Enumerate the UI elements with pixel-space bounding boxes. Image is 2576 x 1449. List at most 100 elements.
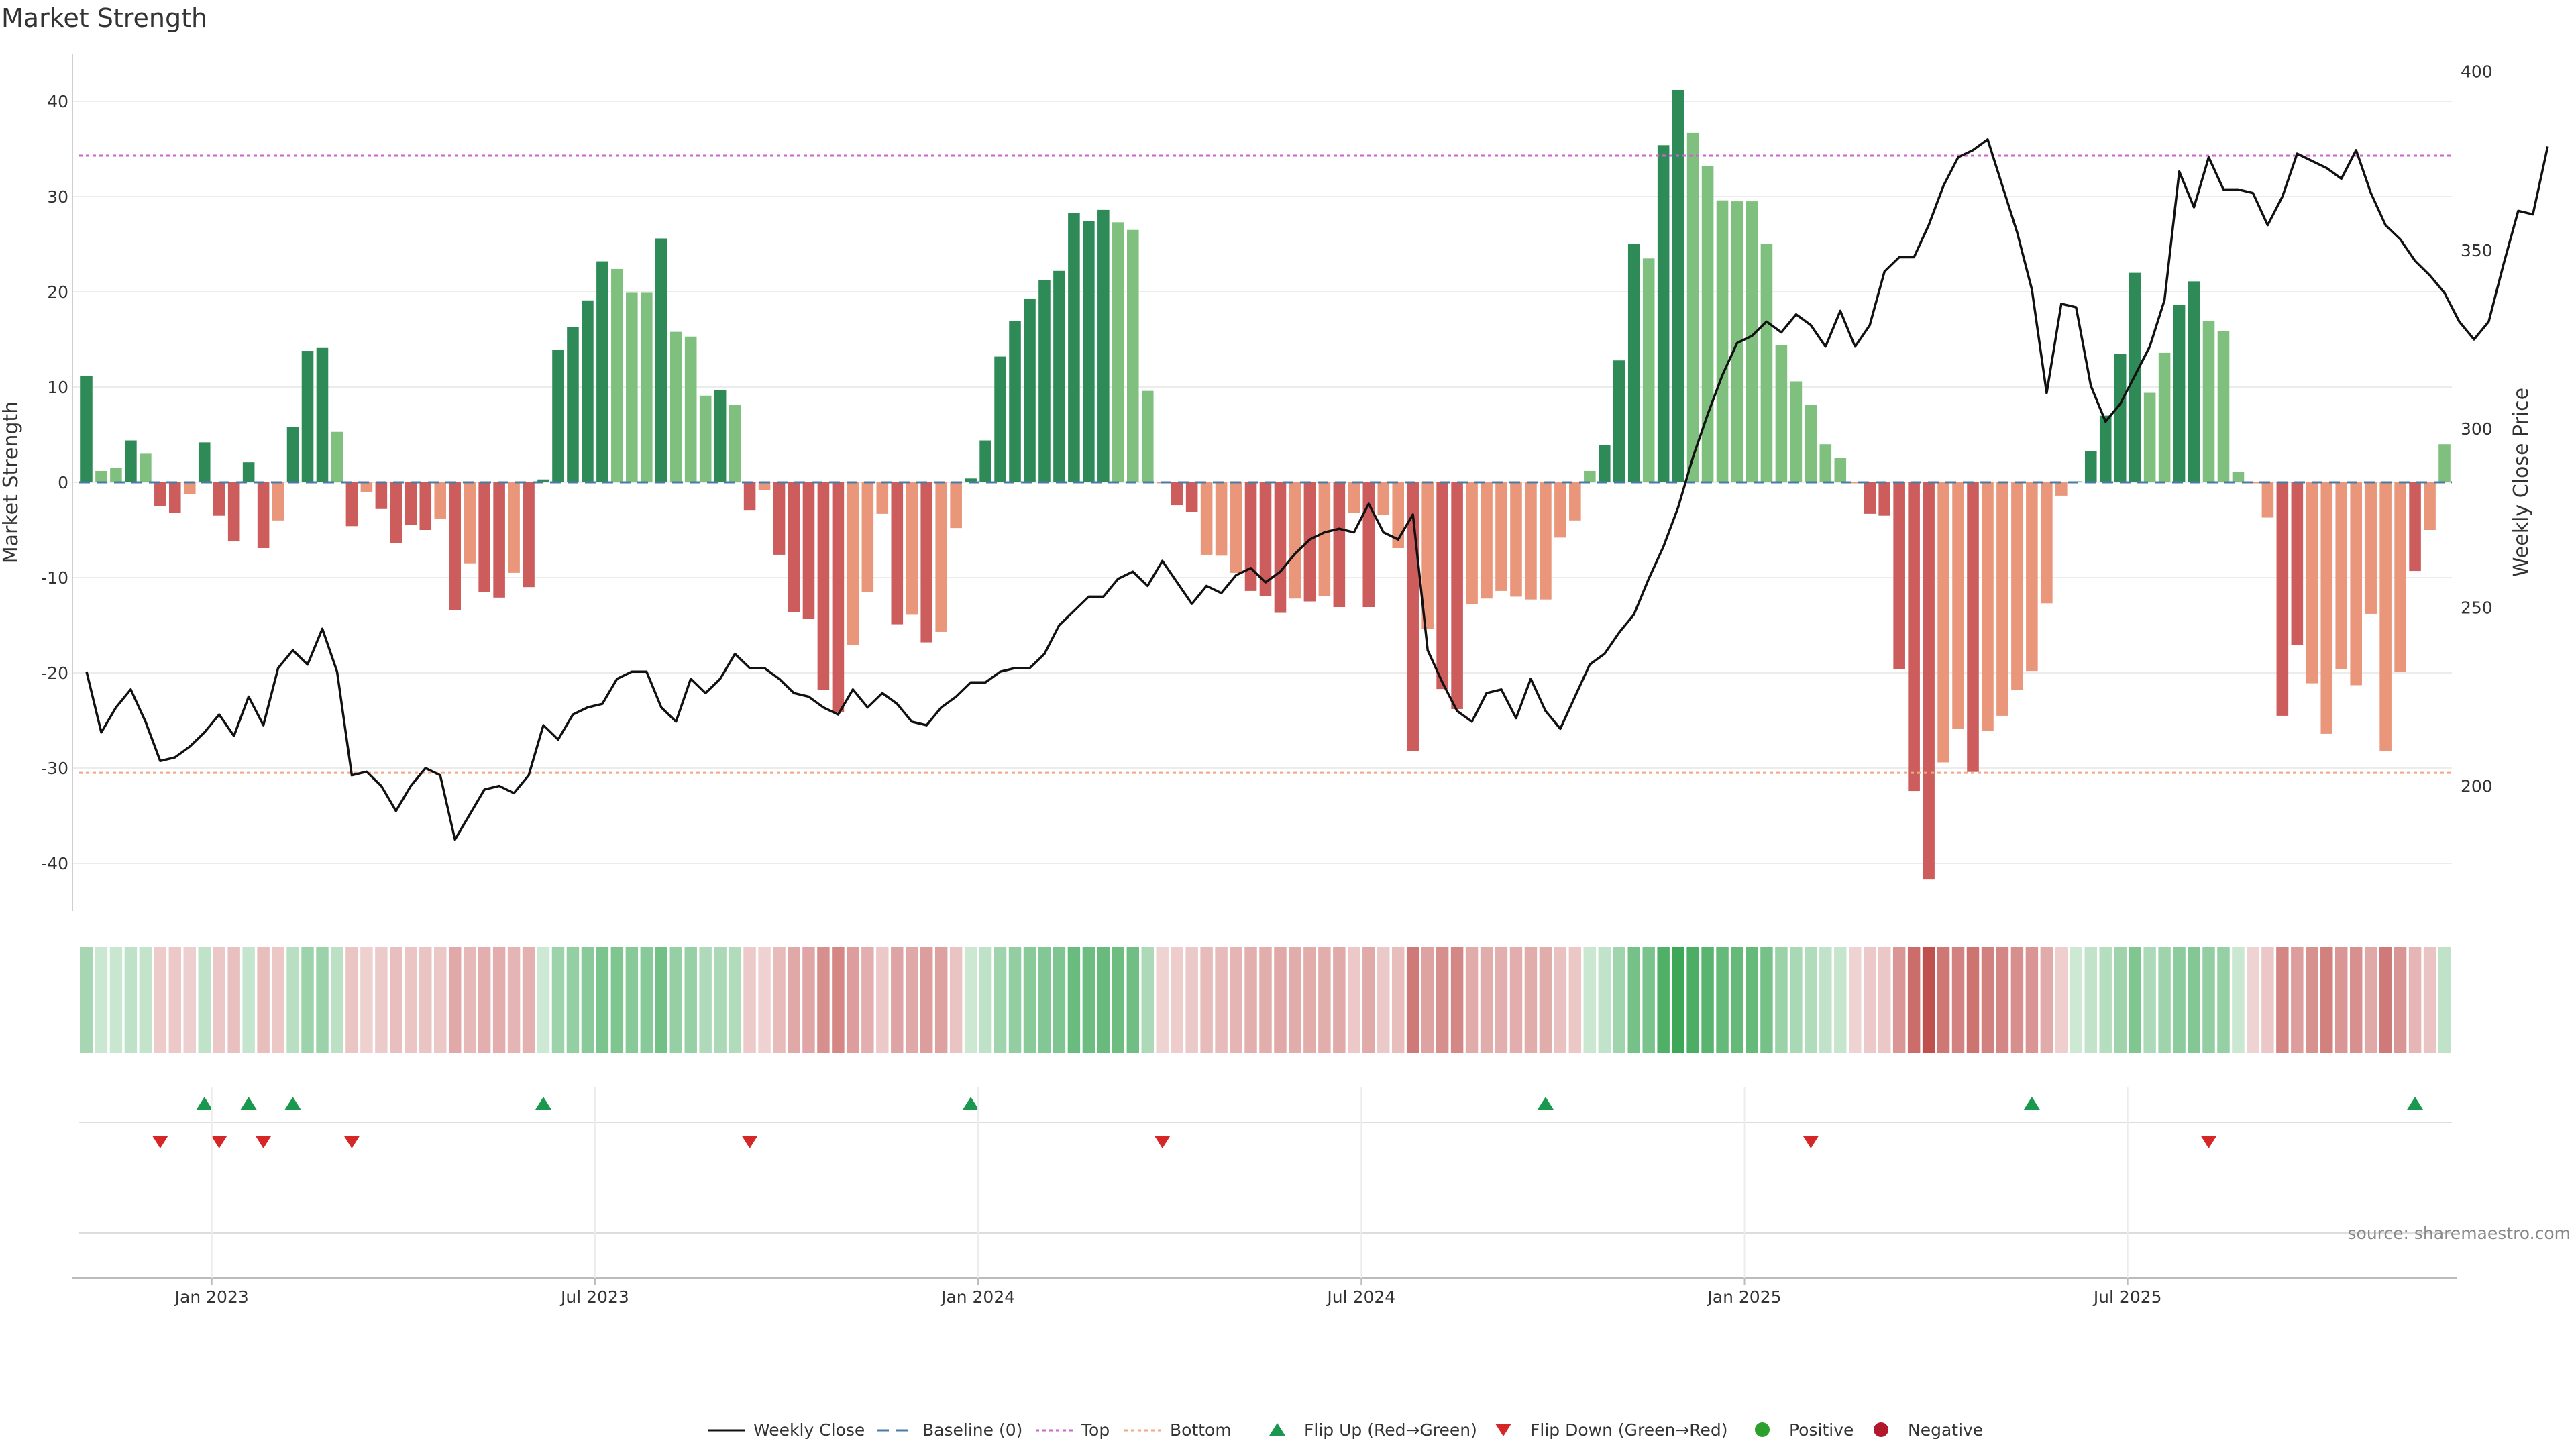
y2-tick-label: 300 <box>2461 419 2493 439</box>
heatmap-cell <box>773 947 786 1053</box>
heatmap-cell <box>1716 947 1729 1053</box>
strength-bar <box>669 331 682 482</box>
legend-label: Bottom <box>1170 1420 1232 1440</box>
heatmap-cell <box>1790 947 1803 1053</box>
heatmap-cell <box>507 947 521 1053</box>
strength-bar <box>1171 482 1183 506</box>
heatmap-cell <box>1377 947 1390 1053</box>
flip-up-marker <box>2407 1097 2424 1110</box>
strength-bar <box>1215 482 1228 556</box>
heatmap-cell <box>1598 947 1611 1053</box>
strength-bar <box>169 482 181 513</box>
strength-bar <box>2247 482 2259 484</box>
y-tick-label: 10 <box>47 378 68 397</box>
heatmap-cell <box>1097 947 1110 1053</box>
heatmap-cell <box>360 947 373 1053</box>
heatmap-cell <box>1230 947 1242 1053</box>
heatmap-cell <box>345 947 358 1053</box>
heatmap-cell <box>817 947 830 1053</box>
strength-bar <box>2055 482 2068 496</box>
strength-bar <box>1716 200 1729 482</box>
strength-bar <box>360 482 373 492</box>
strength-bar <box>714 390 727 482</box>
strength-bar <box>183 482 196 494</box>
y-tick-label: 40 <box>47 92 68 111</box>
strength-bar <box>2041 482 2053 604</box>
heatmap-cell <box>1406 947 1419 1053</box>
heatmap-cell <box>743 947 756 1053</box>
heatmap-cell <box>1524 947 1538 1053</box>
heatmap-cell <box>1348 947 1360 1053</box>
heatmap-cell <box>2010 947 2024 1053</box>
strength-bar <box>2409 482 2421 572</box>
strength-bar <box>1244 482 1257 591</box>
heatmap-cell <box>1023 947 1036 1053</box>
strength-bar <box>743 482 756 511</box>
heatmap-cell <box>198 947 211 1053</box>
strength-bar <box>994 356 1006 482</box>
strength-bar <box>2365 482 2377 614</box>
strength-bar <box>1024 298 1036 482</box>
heatmap-cell <box>1200 947 1213 1053</box>
legend-label: Baseline (0) <box>922 1420 1022 1440</box>
strength-bar <box>1083 221 1095 482</box>
strength-bar <box>817 482 830 690</box>
flip-up-marker <box>1537 1097 1554 1110</box>
flip-up-marker <box>535 1097 552 1110</box>
heatmap-cell <box>1303 947 1316 1053</box>
heatmap-cell <box>2055 947 2068 1053</box>
heatmap-cell <box>861 947 874 1053</box>
heatmap-cell <box>2129 947 2141 1053</box>
heatmap-cell <box>1450 947 1464 1053</box>
legend-item-baseline: Baseline (0) <box>877 1420 1022 1440</box>
heatmap-cell <box>522 947 535 1053</box>
strength-bar <box>596 261 608 482</box>
strength-bar <box>2084 451 2097 482</box>
heatmap-cell <box>832 947 845 1053</box>
strength-bar <box>1392 482 1405 548</box>
strength-bar <box>316 347 329 482</box>
heatmap-cell <box>847 947 859 1053</box>
strength-bar <box>1584 470 1596 482</box>
x-tick-label: Jan 2025 <box>1706 1287 1781 1307</box>
strength-bar <box>1009 321 1021 482</box>
heatmap-cell <box>1539 947 1552 1053</box>
strength-bar <box>390 482 402 543</box>
strength-bar <box>1259 482 1272 596</box>
heatmap-cell <box>1775 947 1788 1053</box>
legend-item-close: Weekly Close <box>708 1420 865 1440</box>
strength-bar <box>1038 280 1051 482</box>
heatmap-cell <box>2261 947 2274 1053</box>
strength-bar <box>508 482 520 573</box>
strength-bar <box>2188 281 2200 482</box>
heatmap-cell <box>537 947 550 1053</box>
strength-bar <box>493 482 505 598</box>
strength-bar <box>1908 482 1920 792</box>
heatmap-cell <box>2408 947 2422 1053</box>
strength-bar <box>1303 482 1316 602</box>
heatmap-cell <box>640 947 653 1053</box>
heatmap-cell <box>1554 947 1567 1053</box>
strength-bar <box>655 238 667 482</box>
heatmap-cell <box>1185 947 1198 1053</box>
strength-bar <box>1569 482 1581 521</box>
strength-bar <box>242 462 255 482</box>
strength-bar <box>154 482 166 506</box>
legend-label: Positive <box>1789 1420 1854 1440</box>
y2-axis-label: Weekly Close Price <box>2510 388 2533 577</box>
y-tick-label: -30 <box>41 759 68 778</box>
legend-item-positive: Positive <box>1755 1420 1854 1440</box>
strength-bar <box>1982 482 1994 731</box>
strength-bar <box>1878 482 1890 516</box>
heatmap-cell <box>80 947 93 1053</box>
heatmap-cell <box>1362 947 1375 1053</box>
legend-swatch-positive <box>1755 1422 1770 1437</box>
heatmap-cell <box>1141 947 1154 1053</box>
strength-bar <box>1554 482 1566 538</box>
heatmap-cell <box>1156 947 1169 1053</box>
heatmap-cell <box>272 947 284 1053</box>
strength-bar <box>1230 482 1242 573</box>
strength-bar <box>2276 482 2289 716</box>
source-note: source: sharemaestro.com <box>2348 1224 2571 1243</box>
